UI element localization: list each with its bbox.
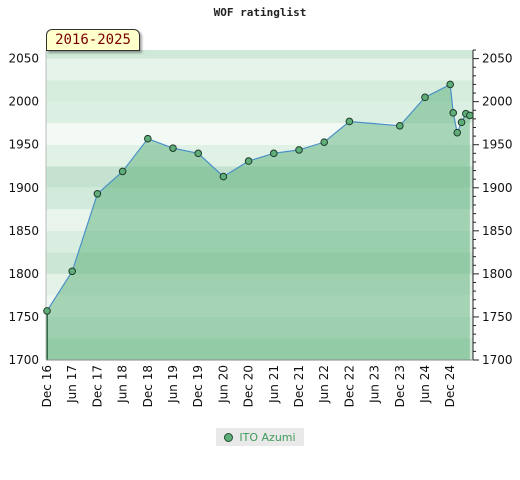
background-band xyxy=(46,80,473,102)
data-point xyxy=(453,128,462,137)
x-tick-label: Jun 21 xyxy=(267,365,281,404)
background-band xyxy=(46,338,473,360)
data-point xyxy=(295,146,303,154)
chart-title: WOF ratinglist xyxy=(213,6,307,19)
y-tick-label-left: 2000 xyxy=(8,95,39,109)
x-tick-label: Dec 20 xyxy=(242,365,256,407)
background-band xyxy=(46,144,473,167)
rating-area xyxy=(47,84,470,360)
data-point xyxy=(244,157,253,165)
legend-marker-icon xyxy=(224,432,234,442)
data-point xyxy=(449,109,458,117)
background-band xyxy=(46,58,473,81)
background-band xyxy=(46,123,473,145)
background-band xyxy=(46,273,473,296)
y-tick-label-left: 2050 xyxy=(8,52,39,66)
x-tick-label: Jun 23 xyxy=(368,365,382,404)
y-tick-label-right: 1900 xyxy=(482,181,513,195)
background-band xyxy=(46,209,473,231)
data-point xyxy=(118,167,127,176)
background-band xyxy=(46,230,473,253)
data-point xyxy=(219,172,228,181)
data-point xyxy=(93,190,102,198)
x-tick-label: Dec 22 xyxy=(342,365,356,407)
x-tick-label: Dec 23 xyxy=(393,365,407,407)
background-band xyxy=(46,252,473,274)
x-tick-label: Jun 22 xyxy=(317,365,331,404)
legend-label: ITO Azumi xyxy=(239,430,296,444)
x-tick-label: Jun 17 xyxy=(65,365,79,404)
y-tick-label-right: 1700 xyxy=(482,353,513,367)
background-band xyxy=(46,166,473,188)
data-point xyxy=(421,93,429,102)
x-tick-label: Dec 21 xyxy=(292,365,306,407)
data-point xyxy=(457,118,466,127)
y-tick-label-right: 2050 xyxy=(482,52,513,66)
data-point xyxy=(169,144,177,152)
background-band xyxy=(46,316,473,339)
x-tick-label: Jun 18 xyxy=(116,365,130,404)
data-point xyxy=(320,138,329,146)
x-tick-label: Dec 24 xyxy=(443,365,457,407)
data-point xyxy=(466,111,474,120)
y-tick-label-left: 1700 xyxy=(8,353,39,367)
y-tick-label-right: 1850 xyxy=(482,224,513,238)
y-tick-label-left: 1850 xyxy=(8,224,39,238)
x-tick-label: Jun 19 xyxy=(166,365,180,404)
y-tick-label-right: 1800 xyxy=(482,267,513,281)
x-tick-label: Jun 20 xyxy=(216,365,230,404)
points-layer xyxy=(43,80,474,315)
x-tick-label: Dec 18 xyxy=(141,365,155,407)
axis-layer xyxy=(45,49,479,361)
y-tick-label-left: 1900 xyxy=(8,181,39,195)
data-point xyxy=(396,121,404,130)
data-point xyxy=(43,307,51,315)
period-badge: 2016-2025 xyxy=(46,29,140,51)
y-tick-label-right: 1750 xyxy=(482,310,513,324)
data-point xyxy=(194,149,202,158)
y-tick-label-left: 1800 xyxy=(8,267,39,281)
background-bands xyxy=(46,50,473,360)
x-tick-label: Dec 19 xyxy=(191,365,205,407)
background-band xyxy=(46,187,473,210)
data-point xyxy=(144,134,152,143)
y-tick-label-right: 1950 xyxy=(482,138,513,152)
data-point xyxy=(345,117,354,126)
x-tick-label: Dec 17 xyxy=(90,365,104,407)
legend[interactable]: ITO Azumi xyxy=(216,428,304,446)
labels-layer: 1700 1700 1750 1750 1800 1800 1850 1850 1900 1900… xyxy=(8,52,512,408)
x-tick-label: Dec 16 xyxy=(40,365,54,407)
background-band xyxy=(46,50,473,59)
y-tick-label-left: 1950 xyxy=(8,138,39,152)
x-tick-label: Jun 24 xyxy=(418,365,432,404)
data-point xyxy=(446,80,455,89)
y-tick-label-right: 2000 xyxy=(482,95,513,109)
data-point xyxy=(270,149,278,158)
y-tick-label-left: 1750 xyxy=(8,310,39,324)
background-band xyxy=(46,295,473,317)
data-point xyxy=(68,267,76,276)
background-band xyxy=(46,101,473,124)
